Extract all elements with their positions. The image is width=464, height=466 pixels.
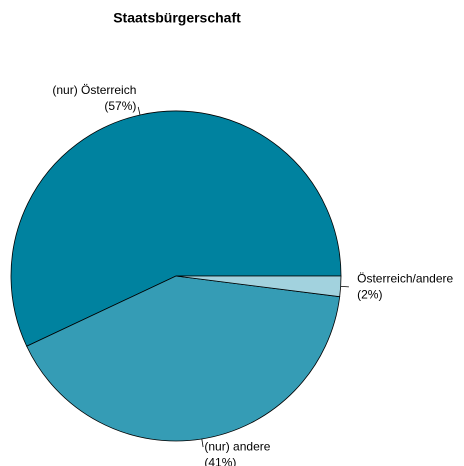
slice-label: (nur) andere bbox=[204, 439, 270, 453]
label-tick bbox=[340, 285, 349, 288]
slice-value-label: (41%) bbox=[204, 455, 236, 466]
label-tick bbox=[201, 438, 204, 448]
slice-value-label: (57%) bbox=[104, 99, 136, 113]
slice-label: Österreich/andere bbox=[357, 272, 453, 286]
slice-value-label: (2%) bbox=[357, 288, 382, 302]
pie-slice bbox=[10, 110, 342, 347]
slice-label: (nur) Österreich bbox=[52, 83, 136, 97]
chart-title: Staatsbürgerschaft bbox=[113, 10, 241, 26]
label-tick bbox=[137, 106, 141, 116]
